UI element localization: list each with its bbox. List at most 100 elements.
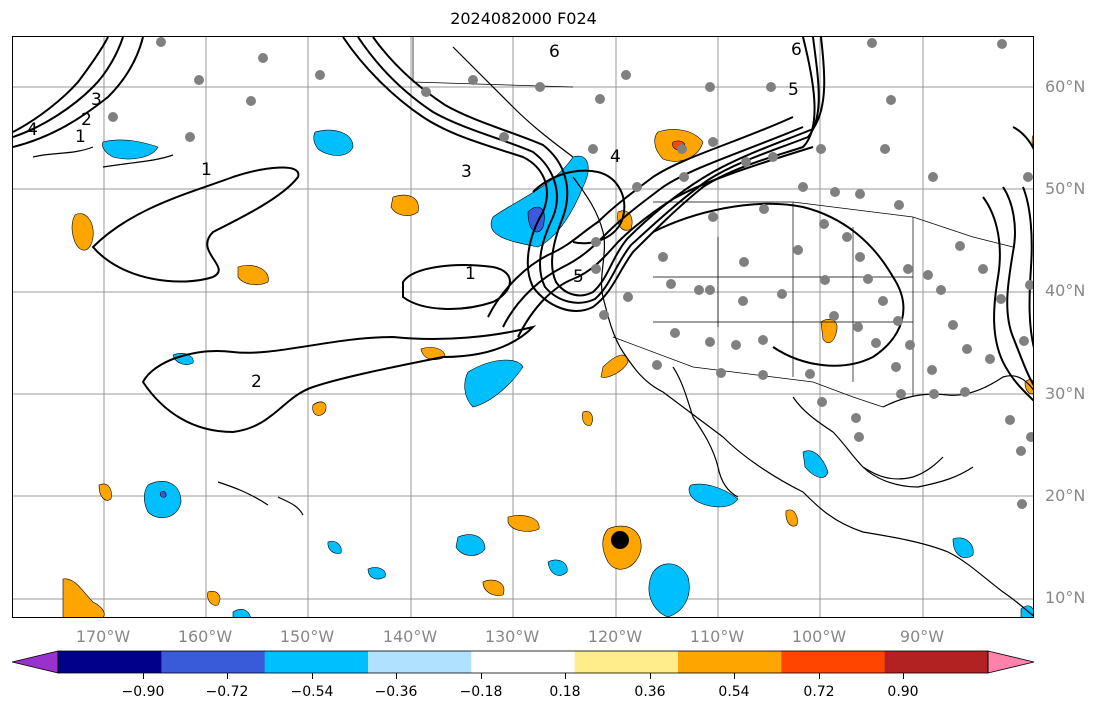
contour-label: 5 xyxy=(573,267,584,287)
contour-line xyxy=(532,169,626,245)
colorbar-segment xyxy=(161,651,266,673)
colorbar-tick-label: −0.54 xyxy=(290,684,334,700)
contour-line xyxy=(342,37,816,312)
contour-line xyxy=(1022,186,1033,349)
blob-blue xyxy=(802,450,829,478)
lat-label: 40°N xyxy=(1045,281,1086,300)
blob-orange xyxy=(62,578,105,617)
colorbar-tick-label: 0.18 xyxy=(549,684,581,700)
contour-label: 3 xyxy=(91,90,102,110)
contour-line xyxy=(517,146,814,338)
blob-orange xyxy=(600,354,629,378)
contour-line xyxy=(1002,186,1033,386)
colorbar-segment xyxy=(678,651,782,673)
political-borders xyxy=(412,37,1014,408)
lon-label: 130°W xyxy=(484,627,540,646)
contour-label: 1 xyxy=(201,160,212,180)
blob-blue xyxy=(455,534,486,556)
blob-orange xyxy=(1031,134,1033,147)
lat-label: 30°N xyxy=(1045,384,1086,403)
colorbar-tick-label: −0.18 xyxy=(459,684,503,700)
contour-label: 3 xyxy=(461,162,472,182)
lon-label: 110°W xyxy=(689,627,745,646)
contour-label: 1 xyxy=(75,127,86,147)
colorbar-tick-label: 0.54 xyxy=(718,684,750,700)
blob-orange xyxy=(390,194,419,216)
blob-orange xyxy=(482,579,505,596)
contour-line xyxy=(13,37,144,148)
colorbar-tick-label: −0.36 xyxy=(374,684,418,700)
contour-label: 6 xyxy=(791,40,802,60)
contour-line xyxy=(141,325,537,434)
blob-orange xyxy=(582,411,593,426)
lon-label: 170°W xyxy=(75,627,131,646)
blob-blue xyxy=(952,537,974,559)
blob-blue xyxy=(648,563,690,617)
colorbar-tick-label: 0.72 xyxy=(803,684,835,700)
contour-labels: 1 1 2 3 4 5 6 1 2 3 4 5 6 xyxy=(27,40,802,392)
blob-darkblue xyxy=(527,206,545,233)
storm-center-marker xyxy=(611,531,629,549)
lon-label: 150°W xyxy=(279,627,335,646)
colorbar-segment xyxy=(884,651,989,673)
blob-orange xyxy=(785,509,798,527)
lat-label: 10°N xyxy=(1045,588,1086,607)
map-title: 2024082000 F024 xyxy=(450,9,597,28)
colorbar xyxy=(12,650,1035,674)
contour-line xyxy=(13,37,109,133)
contour-line xyxy=(13,37,124,138)
stations xyxy=(108,37,1033,509)
contour-label: 6 xyxy=(549,42,560,62)
blob-blue xyxy=(232,609,251,617)
contours xyxy=(13,37,1033,434)
blob-blue xyxy=(313,129,354,156)
contour-line xyxy=(91,166,300,283)
contour-label: 4 xyxy=(610,147,621,167)
shaded-field xyxy=(62,129,1033,617)
contour-line xyxy=(402,264,511,310)
blob-blue xyxy=(367,567,386,580)
colorbar-segment xyxy=(471,651,576,673)
blob-orange xyxy=(820,319,838,344)
blob-orange xyxy=(507,515,540,532)
contour-label: 2 xyxy=(81,110,92,130)
contour-label: 5 xyxy=(788,80,799,100)
lat-label: 50°N xyxy=(1045,179,1086,198)
lon-label: 160°W xyxy=(177,627,233,646)
map-canvas: 1 1 2 3 4 5 6 1 2 3 4 5 6 xyxy=(13,37,1033,617)
blob-orange xyxy=(207,591,221,606)
colorbar-segment xyxy=(574,651,679,673)
colorbar-tick-label: 0.36 xyxy=(634,684,666,700)
colorbar-segment xyxy=(368,651,472,673)
lon-label: 90°W xyxy=(899,627,945,646)
colorbar-tick-label: −0.72 xyxy=(205,684,249,700)
lat-label: 20°N xyxy=(1045,486,1086,505)
blob-orange xyxy=(71,213,94,251)
coastlines xyxy=(32,46,1033,617)
contour-label: 1 xyxy=(465,264,476,284)
blob-orange xyxy=(98,483,112,501)
contour-line xyxy=(502,126,804,328)
blob-blue xyxy=(490,155,589,248)
lon-label: 140°W xyxy=(382,627,438,646)
colorbar-segment xyxy=(264,651,369,673)
blob-orange xyxy=(237,265,269,286)
contour-label: 4 xyxy=(27,120,38,140)
colorbar-segment xyxy=(58,651,162,673)
contour-label: 2 xyxy=(251,372,262,392)
lat-label: 60°N xyxy=(1045,77,1086,96)
blob-blue xyxy=(464,359,524,408)
blob-orange xyxy=(312,401,327,416)
blob-darkblue xyxy=(159,491,167,498)
contour-line xyxy=(372,37,826,297)
contour-line xyxy=(652,202,905,367)
blob-blue xyxy=(547,559,568,576)
contour-line xyxy=(982,196,1033,402)
blob-blue xyxy=(688,483,739,508)
contour-line xyxy=(357,37,820,304)
lon-label: 120°W xyxy=(587,627,643,646)
colorbar-segment xyxy=(781,651,886,673)
blob-blue xyxy=(327,540,342,554)
lon-label: 100°W xyxy=(791,627,847,646)
contour-line xyxy=(487,116,794,318)
